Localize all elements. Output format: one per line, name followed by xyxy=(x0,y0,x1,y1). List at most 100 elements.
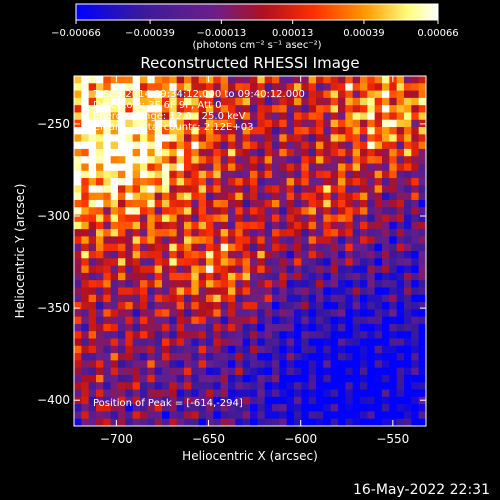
heatmap-cell xyxy=(235,265,244,274)
heatmap-cell xyxy=(352,418,361,426)
heatmap-cell xyxy=(140,396,148,405)
heatmap-cell xyxy=(228,251,236,259)
heatmap-cell xyxy=(125,236,134,245)
heatmap-cell xyxy=(235,105,244,114)
y-axis-label: Heliocentric Y (arcsec) xyxy=(13,184,27,319)
heatmap-cell xyxy=(140,345,148,354)
heatmap-cell xyxy=(242,316,251,325)
heatmap-cell xyxy=(162,134,170,143)
heatmap-cell xyxy=(198,134,207,143)
heatmap-cell xyxy=(360,105,368,114)
heatmap-cell xyxy=(360,221,368,230)
heatmap-cell xyxy=(279,97,288,106)
heatmap-cell xyxy=(140,119,148,128)
heatmap-cell xyxy=(191,127,200,135)
heatmap-cell xyxy=(198,112,207,121)
heatmap-cell xyxy=(286,105,295,114)
heatmap-cell xyxy=(389,382,398,391)
heatmap-cell xyxy=(279,90,288,99)
heatmap-cell xyxy=(264,374,273,383)
heatmap-cell xyxy=(88,243,97,252)
heatmap-cell xyxy=(279,374,288,383)
heatmap-cell xyxy=(184,134,192,143)
heatmap-cell xyxy=(140,76,148,84)
heatmap-cell xyxy=(404,345,412,354)
heatmap-cell xyxy=(184,360,192,369)
heatmap-cell xyxy=(323,119,332,128)
heatmap-cell xyxy=(132,251,141,259)
heatmap-cell xyxy=(206,119,214,128)
heatmap-cell xyxy=(235,199,244,208)
heatmap-cell xyxy=(213,97,222,106)
heatmap-cell xyxy=(308,119,317,128)
heatmap-cell xyxy=(213,141,222,150)
heatmap-cell xyxy=(338,251,346,259)
heatmap-cell xyxy=(110,127,119,135)
heatmap-cell xyxy=(345,90,354,99)
heatmap-cell xyxy=(272,207,280,216)
heatmap-cell xyxy=(213,331,222,340)
heatmap-cell xyxy=(110,389,119,398)
heatmap-cell xyxy=(367,382,376,391)
heatmap-cell xyxy=(308,316,317,325)
heatmap-cell xyxy=(132,353,141,361)
heatmap-cell xyxy=(367,280,376,289)
heatmap-cell xyxy=(147,323,156,332)
heatmap-cell xyxy=(352,243,361,252)
heatmap-cell xyxy=(272,97,280,106)
heatmap-cell xyxy=(147,280,156,289)
heatmap-cell xyxy=(169,374,178,383)
heatmap-cell xyxy=(257,411,266,420)
heatmap-cell xyxy=(308,418,317,426)
heatmap-cell xyxy=(118,411,126,420)
heatmap-cell xyxy=(220,382,229,391)
heatmap-cell xyxy=(389,287,398,296)
heatmap-cell xyxy=(418,404,426,413)
colorbar-tick-label: 0.00039 xyxy=(343,28,384,39)
heatmap-cell xyxy=(279,287,288,296)
heatmap-cell xyxy=(81,148,90,157)
heatmap-cell xyxy=(308,374,317,383)
heatmap-cell xyxy=(198,105,207,114)
heatmap-cell xyxy=(103,105,112,114)
heatmap-cell xyxy=(279,411,288,420)
heatmap-cell xyxy=(81,411,90,420)
heatmap-cell xyxy=(125,251,134,259)
heatmap-cell xyxy=(272,134,280,143)
heatmap-cell xyxy=(250,287,258,296)
heatmap-cell xyxy=(74,185,82,194)
heatmap-cell xyxy=(184,367,192,376)
heatmap-cell xyxy=(360,272,368,281)
heatmap-cell xyxy=(360,97,368,106)
heatmap-cell xyxy=(81,185,90,194)
heatmap-cell xyxy=(96,374,104,383)
heatmap-cell xyxy=(404,207,412,216)
heatmap-cell xyxy=(404,192,412,201)
heatmap-cell xyxy=(162,148,170,157)
heatmap-cell xyxy=(396,214,405,223)
heatmap-cell xyxy=(220,411,229,420)
heatmap-cell xyxy=(345,353,354,361)
heatmap-cell xyxy=(382,418,390,426)
heatmap-cell xyxy=(396,258,405,267)
heatmap-cell xyxy=(389,280,398,289)
heatmap-cell xyxy=(88,236,97,245)
heatmap-cell xyxy=(411,148,420,157)
heatmap-cell xyxy=(404,156,412,165)
heatmap-cell xyxy=(272,323,280,332)
heatmap-cell xyxy=(374,163,383,172)
heatmap-cell xyxy=(213,112,222,121)
heatmap-cell xyxy=(360,112,368,121)
heatmap-cell xyxy=(279,170,288,179)
heatmap-cell xyxy=(272,331,280,340)
heatmap-cell xyxy=(382,345,390,354)
heatmap-cell xyxy=(118,338,126,347)
heatmap-cell xyxy=(411,411,420,420)
heatmap-cell xyxy=(345,411,354,420)
heatmap-cell xyxy=(374,287,383,296)
heatmap-cell xyxy=(242,83,251,92)
heatmap-cell xyxy=(352,309,361,318)
heatmap-cell xyxy=(147,353,156,361)
heatmap-cell xyxy=(125,338,134,347)
